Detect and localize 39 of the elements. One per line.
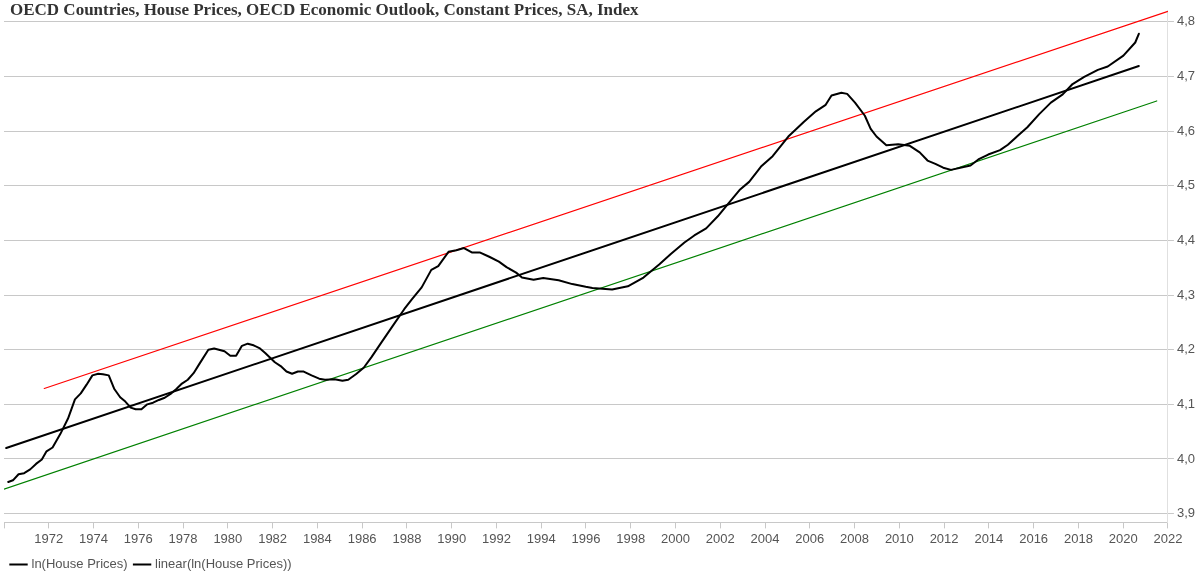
x-tick-label: 2016 [1019,530,1049,546]
y-tick-label: 4,6 [1176,122,1196,138]
y-tick-label: 4,0 [1176,450,1196,466]
x-tick-label: 1994 [526,530,556,546]
x-tick-label: 1974 [79,530,108,546]
y-tick-label: 4,5 [1176,177,1196,193]
y-tick-label: 4,2 [1176,341,1196,357]
x-tick-label: 1978 [168,530,198,546]
y-tick-label: 4,7 [1176,67,1196,83]
y-tick-label: 4,8 [1176,13,1196,29]
x-tick-label: 2010 [884,530,914,546]
x-tick-label: 1980 [213,530,243,546]
y-tick-label: 4,4 [1176,231,1196,247]
x-tick-label: 2006 [795,530,825,546]
x-tick-label: 1982 [258,530,288,546]
x-tick-label: 2000 [661,530,690,546]
x-tick-label: 1992 [481,530,511,546]
x-tick-label: 2008 [840,530,870,546]
chart-title: OECD Countries, House Prices, OECD Economic Outlook, Constant Prices, SA, Index [10,0,639,20]
x-tick-label: 2018 [1063,530,1093,546]
x-tick-label: 1986 [347,530,377,546]
x-tick-label: 1984 [302,530,332,546]
x-tick-label: 2004 [750,530,780,546]
x-tick-label: 1990 [437,530,467,546]
legend-label: linear(ln(House Prices)) [155,556,292,572]
x-tick-label: 2012 [929,530,959,546]
x-tick-label: 2014 [974,530,1004,546]
y-tick-label: 4,1 [1176,395,1196,411]
legend-label: ln(House Prices) [31,556,128,572]
x-tick-label: 2022 [1153,530,1183,546]
x-tick-label: 1976 [123,530,153,546]
x-tick-label: 1988 [392,530,422,546]
x-tick-label: 1998 [616,530,646,546]
y-tick-label: 4,3 [1176,286,1196,302]
x-tick-label: 1972 [34,530,64,546]
x-tick-label: 2020 [1108,530,1138,546]
x-tick-label: 2002 [705,530,735,546]
y-tick-label: 3,9 [1176,505,1196,521]
x-tick-label: 1996 [571,530,601,546]
